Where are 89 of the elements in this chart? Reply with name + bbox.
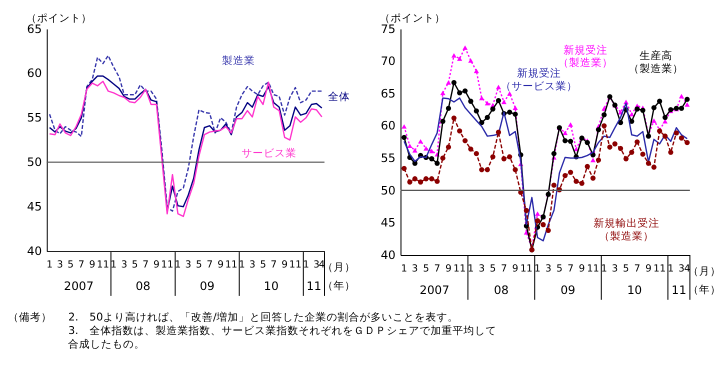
x-tick-label: 9 (282, 260, 288, 271)
x-tick-label: 9 (153, 260, 160, 271)
x-tick-label: 3 (249, 260, 256, 271)
y-tick-label: 55 (27, 110, 42, 125)
x-tick-label: 1 (601, 264, 608, 275)
x-tick-label: 7 (634, 264, 640, 275)
text: 10 (264, 279, 279, 294)
series-label: 全体 (328, 90, 350, 104)
series-label: 新規受注（サービス業） (500, 66, 578, 92)
x-tick-label: 1 (534, 264, 541, 275)
x-tick-label: 5 (422, 264, 430, 275)
text: 10 (627, 282, 642, 297)
y-tick-label: 55 (380, 150, 396, 165)
x-tick-label: 9 (217, 260, 224, 271)
text: 新規受注（製造業） (558, 43, 614, 69)
x-tick-label: 5 (196, 260, 202, 271)
x-tick-label: 3 (313, 260, 320, 271)
x-tick-label: 3 (612, 264, 618, 275)
text: （年） (688, 282, 721, 296)
x-tick-label: 1 (238, 260, 246, 271)
x-tick-label: 4 (318, 260, 325, 271)
x-tick-label: 11 (289, 260, 302, 271)
x-tick-label: 9 (512, 264, 518, 275)
x-tick-label: 7 (434, 264, 440, 275)
y-tick-label: 40 (380, 248, 396, 262)
x-tick-label: 3 (678, 264, 685, 275)
text: 08 (494, 282, 509, 297)
text: 3. 全体指数は、製造業指数、サービス業指数それぞれをＧＤＰシェアで加重平均して合成したもの。 (68, 324, 496, 351)
x-tick-label: 3 (545, 264, 552, 275)
text: 08 (136, 279, 150, 294)
text: （月） (322, 260, 356, 274)
x-tick-label: 7 (206, 260, 213, 271)
x-tick-label: 1 (110, 260, 117, 271)
x-tick-label: 3 (412, 264, 418, 275)
x-tick-label: 1 (401, 264, 408, 275)
x-tick-label: 11 (161, 260, 174, 271)
x-tick-label: 9 (578, 264, 585, 275)
x-tick-label: 7 (78, 260, 84, 271)
y-tick-label: 60 (380, 118, 396, 133)
x-tick-label: 11 (586, 264, 600, 275)
x-tick-label: 5 (622, 264, 630, 275)
y-tick-label: 60 (27, 66, 42, 80)
series-label: 製造業 (222, 54, 256, 67)
text: 11 (672, 282, 686, 297)
text: 11 (306, 279, 322, 294)
text: 09 (560, 282, 576, 297)
y-tick-label: 70 (380, 54, 396, 68)
x-tick-label: 9 (645, 264, 652, 275)
x-tick-label: 11 (453, 264, 466, 275)
y-tick-label: 45 (380, 216, 396, 230)
x-tick-label: 3 (121, 260, 128, 271)
x-tick-label: 7 (567, 264, 574, 275)
x-tick-label: 1 (174, 260, 182, 271)
x-tick-label: 7 (270, 260, 277, 271)
x-tick-label: 1 (468, 264, 474, 275)
x-tick-label: 5 (556, 264, 563, 275)
series-label: サービス業 (241, 146, 296, 160)
x-tick-label: 11 (520, 264, 533, 275)
text: 生産高（製造業） (628, 49, 684, 75)
x-tick-label: 5 (260, 260, 266, 271)
x-tick-label: 7 (142, 260, 149, 271)
x-tick-label: 4 (684, 264, 690, 275)
text: 09 (200, 279, 215, 294)
x-tick-label: 9 (89, 260, 96, 271)
x-tick-label: 1 (302, 260, 310, 271)
text: 2. 50より高ければ、「改善/増加」と回答した企業の割合が多いことを表す。 (68, 310, 459, 324)
x-tick-label: 9 (445, 264, 452, 275)
x-tick-label: 1 (46, 260, 53, 271)
y-tick-label: 50 (27, 155, 42, 170)
y-tick-label: 45 (27, 200, 42, 214)
x-tick-label: 11 (653, 264, 666, 275)
x-tick-label: 1 (668, 264, 674, 275)
y-tick-label: 50 (380, 183, 396, 198)
text: （年） (322, 279, 356, 292)
y-tick-label: 40 (27, 244, 42, 258)
text: 新規輸出受注（製造業） (594, 216, 660, 242)
text: （備考） (8, 310, 52, 324)
x-tick-label: 5 (132, 260, 138, 271)
x-tick-label: 3 (478, 264, 485, 275)
x-tick-label: 11 (225, 260, 238, 271)
text: 2007 (64, 279, 94, 294)
x-tick-label: 3 (185, 260, 192, 271)
x-tick-label: 11 (96, 260, 110, 271)
x-tick-label: 3 (56, 260, 64, 271)
y-tick-label: 65 (380, 86, 396, 100)
text: 2007 (420, 282, 450, 297)
x-tick-label: 5 (68, 260, 74, 271)
x-tick-label: 5 (490, 264, 496, 275)
x-tick-label: 7 (500, 264, 508, 275)
